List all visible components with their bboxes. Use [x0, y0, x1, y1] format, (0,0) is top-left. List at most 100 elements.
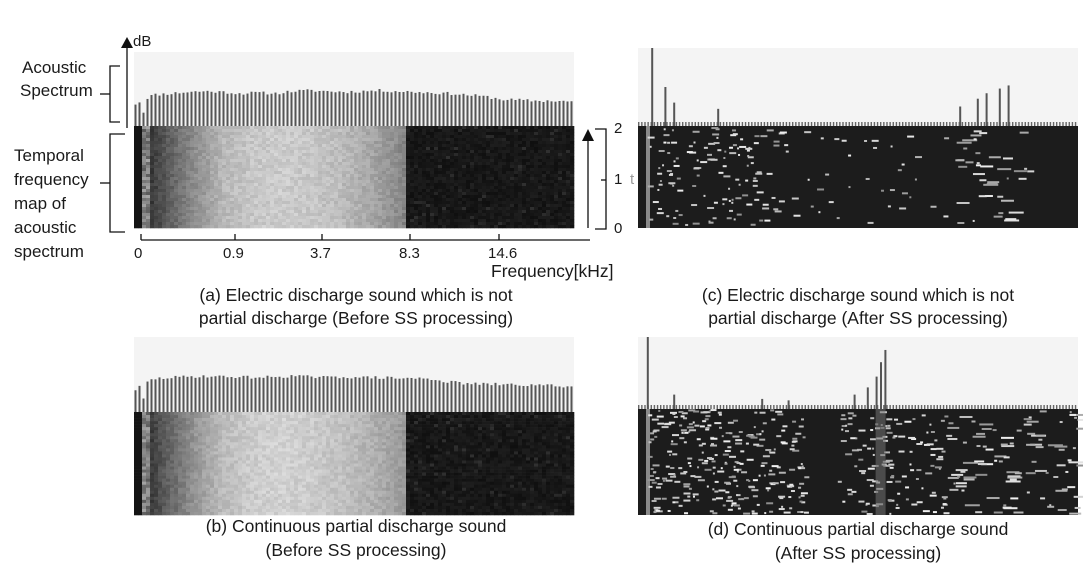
map-cell — [294, 192, 299, 196]
map-cell — [422, 177, 427, 181]
map-cell — [150, 189, 155, 193]
map-cell — [350, 159, 355, 163]
map-cell — [394, 210, 399, 214]
map-cell — [398, 135, 403, 139]
map-cell — [186, 189, 191, 193]
spectrum-bar — [310, 89, 313, 126]
map-cell — [146, 430, 151, 434]
map-cell — [138, 135, 143, 139]
map-cell — [142, 460, 147, 464]
map-cell — [486, 126, 491, 130]
map-cell — [134, 463, 139, 467]
map-cell — [162, 132, 167, 136]
map-cell — [278, 129, 283, 133]
map-cell — [170, 225, 175, 229]
map-cell — [298, 216, 303, 220]
map-cell — [490, 222, 495, 226]
map-cell — [438, 210, 443, 214]
map-cell — [174, 430, 179, 434]
map-cell — [390, 141, 395, 145]
map-cell — [478, 216, 483, 220]
map-cell — [154, 505, 159, 510]
map-cell — [154, 448, 159, 452]
map-cell — [462, 183, 467, 187]
map-cell — [382, 222, 387, 226]
map-cell — [534, 141, 539, 145]
map-cell — [410, 189, 415, 193]
map-cell — [486, 150, 491, 154]
map-cell — [410, 213, 415, 217]
map-cell — [530, 183, 535, 187]
map-cell — [522, 225, 527, 229]
map-cell — [334, 189, 339, 193]
map-cell — [474, 168, 479, 172]
map-cell — [182, 418, 187, 422]
map-cell — [222, 204, 227, 208]
map-cell — [518, 186, 523, 190]
map-cell — [494, 198, 499, 202]
map-cell — [218, 162, 223, 166]
map-cell — [234, 216, 239, 220]
map-cell — [178, 499, 183, 504]
map-cell — [406, 216, 411, 220]
map-cell — [502, 216, 507, 220]
map-cell — [158, 478, 163, 482]
map-cell — [502, 150, 507, 154]
map-cell — [394, 159, 399, 163]
map-cell — [242, 433, 247, 437]
map-cell — [162, 508, 167, 513]
map-cell — [382, 126, 387, 130]
map-cell — [310, 180, 315, 184]
map-cell — [246, 511, 251, 516]
map-cell — [554, 156, 559, 160]
map-cell — [162, 168, 167, 172]
map-cell — [322, 192, 327, 196]
map-cell — [194, 502, 199, 507]
map-cell — [242, 156, 247, 160]
map-cell — [366, 159, 371, 163]
map-cell — [542, 207, 547, 211]
map-cell — [550, 162, 555, 166]
map-cell — [154, 144, 159, 148]
map-cell — [482, 192, 487, 196]
map-cell — [174, 469, 179, 473]
map-cell — [150, 469, 155, 473]
map-cell — [202, 198, 207, 202]
map-cell — [546, 210, 551, 214]
map-cell — [250, 156, 255, 160]
map-cell — [210, 141, 215, 145]
map-cell — [294, 210, 299, 214]
map-cell — [242, 457, 247, 461]
map-cell — [546, 147, 551, 151]
map-cell — [254, 213, 259, 217]
map-cell — [538, 174, 543, 178]
map-cell — [226, 198, 231, 202]
map-cell — [318, 141, 323, 145]
map-cell — [166, 487, 171, 492]
map-cell — [546, 222, 551, 226]
map-cell — [342, 189, 347, 193]
map-cell — [482, 201, 487, 205]
map-cell — [210, 129, 215, 133]
map-cell — [450, 165, 455, 169]
map-cell — [442, 126, 447, 130]
map-cell — [414, 168, 419, 172]
map-cell — [210, 213, 215, 217]
map-cell — [174, 171, 179, 175]
map-cell — [218, 427, 223, 431]
map-cell — [186, 505, 191, 510]
map-cell — [334, 144, 339, 148]
spectrum-bar — [530, 101, 533, 126]
map-cell — [426, 192, 431, 196]
map-cell — [362, 165, 367, 169]
map-cell — [150, 147, 155, 151]
map-cell — [414, 147, 419, 151]
map-cell — [298, 201, 303, 205]
map-cell — [174, 126, 179, 130]
map-cell — [490, 165, 495, 169]
spectrum-bar — [290, 375, 293, 412]
map-cell — [418, 156, 423, 160]
map-cell — [258, 156, 263, 160]
map-cell — [226, 457, 231, 461]
map-cell — [386, 171, 391, 175]
